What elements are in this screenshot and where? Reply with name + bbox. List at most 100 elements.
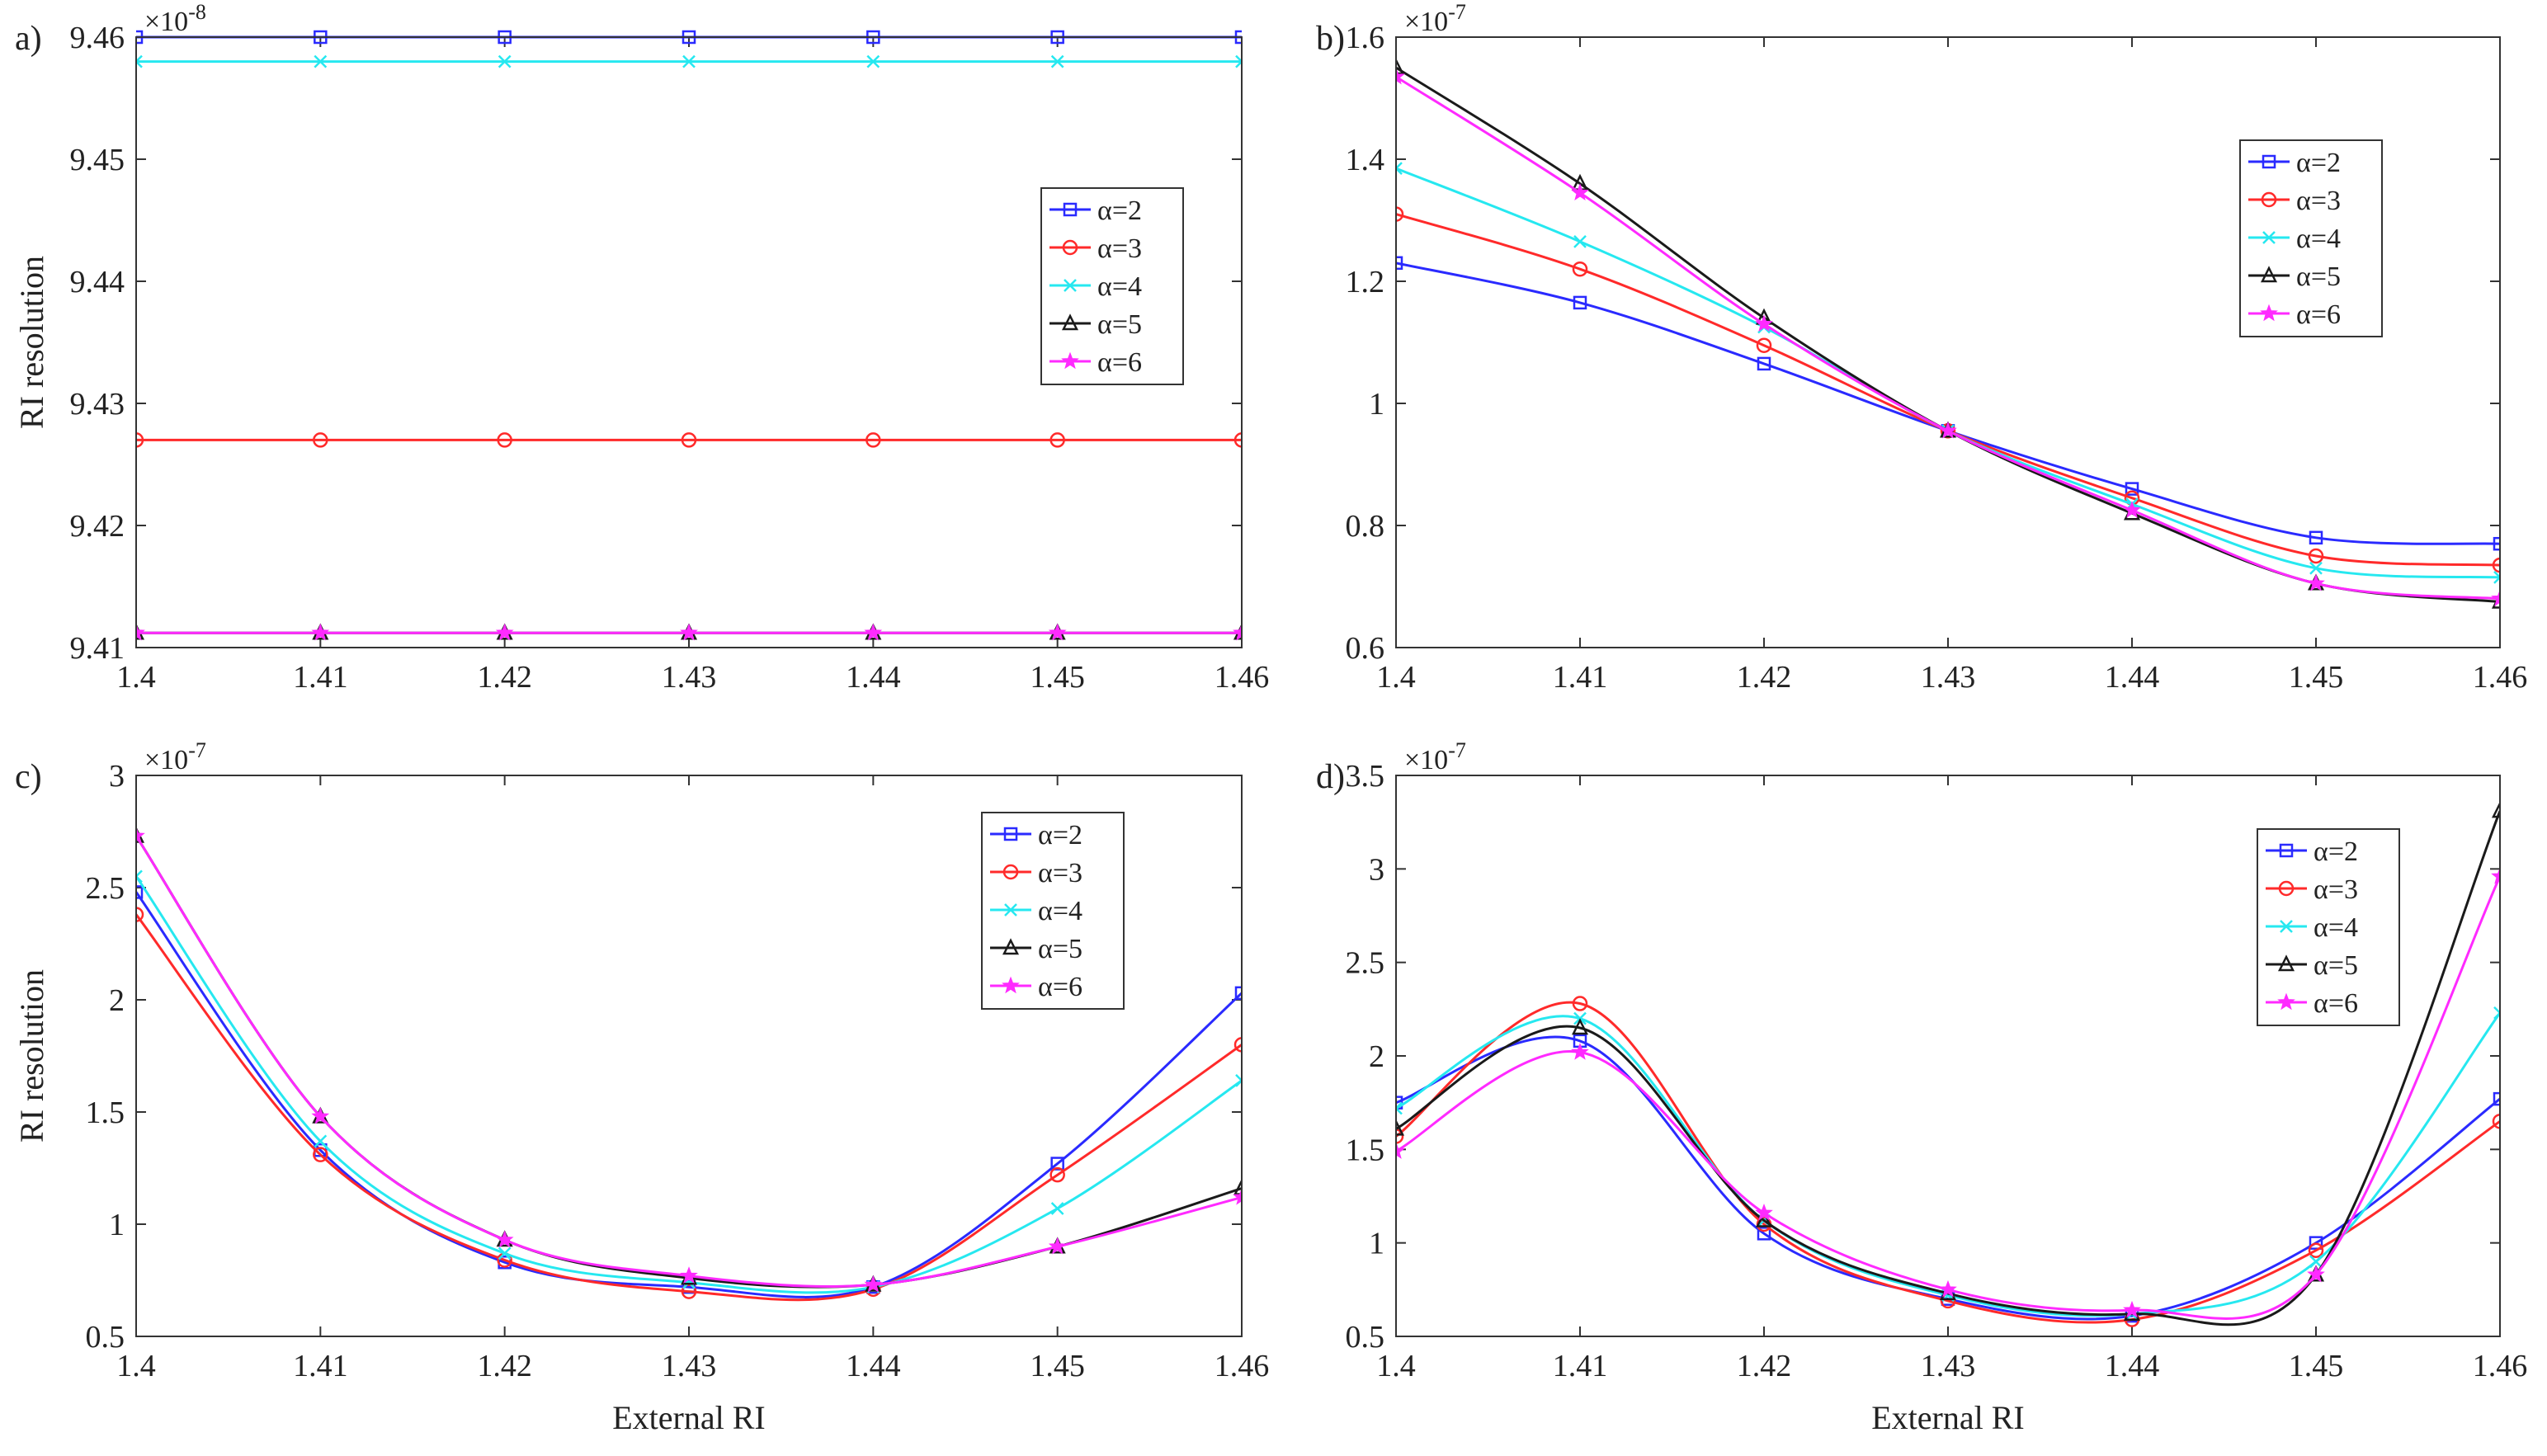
x-tick-label: 1.46: [1215, 660, 1270, 695]
data-point: [2309, 530, 2323, 545]
legend-label: α=6: [1038, 972, 1082, 1002]
legend-marker: [2261, 191, 2277, 208]
axis-multiplier: ×10-7: [144, 738, 206, 775]
data-point: [1049, 432, 1065, 448]
legend-marker: [1062, 239, 1078, 256]
legend-item: α=2: [1049, 196, 1142, 226]
data-point: [1572, 996, 1588, 1011]
data-point: [681, 432, 697, 448]
legend-label: α=6: [1097, 347, 1142, 378]
axes-frame: [1395, 775, 2501, 1337]
data-point: [2308, 1242, 2324, 1258]
series-6: [136, 623, 1242, 641]
series-6: [136, 826, 1242, 1293]
y-tick-label: 0.5: [86, 1320, 125, 1355]
legend-marker: [1061, 351, 1079, 370]
data-point: [313, 432, 328, 448]
y-tick-label: 9.46: [70, 21, 125, 55]
data-point: [2492, 557, 2500, 573]
data-point: [2491, 801, 2500, 818]
legend-item: α=4: [2266, 912, 2358, 943]
data-point: [1396, 256, 1403, 271]
x-tick-label: 1.45: [1030, 1349, 1085, 1383]
x-tick-label: 1.41: [293, 660, 348, 695]
data-point: [2491, 866, 2500, 884]
legend-item: α=4: [1049, 271, 1142, 302]
legend-marker: [1002, 976, 1020, 994]
legend-marker: [2277, 992, 2295, 1011]
multiplier-text: ×10: [144, 745, 188, 775]
x-tick-label: 1.41: [293, 1349, 348, 1383]
data-point: [1233, 1037, 1242, 1053]
data-point: [2491, 589, 2500, 607]
data-point: [2493, 1006, 2500, 1020]
x-tick-label: 1.43: [1921, 1349, 1976, 1383]
x-tick-label: 1.43: [662, 1349, 717, 1383]
data-point: [864, 623, 883, 641]
data-point: [1571, 183, 1589, 200]
y-tick-label: 2: [1369, 1039, 1384, 1074]
legend: α=2 α=3 α=4 α=5 α=6: [2257, 828, 2400, 1026]
legend-item: α=5: [1049, 309, 1142, 340]
multiplier-text: ×10: [144, 7, 188, 37]
legend-marker: [1002, 864, 1019, 880]
y-tick-label: 9.41: [70, 631, 125, 666]
data-point: [136, 869, 143, 883]
data-point: [2309, 1236, 2323, 1250]
data-point: [2308, 548, 2324, 564]
data-point: [2309, 1255, 2323, 1269]
plot-area: [1396, 37, 2500, 648]
x-tick-label: 1.42: [1737, 1349, 1792, 1383]
panel-d: 1.4 1.41 1.42 1.43 1.44 1.45 1.46 0.5 1 1.5 2 2.5 3 3…: [1316, 738, 2527, 1436]
legend-item: α=6: [2248, 299, 2341, 330]
x-tick-label: 1.43: [662, 660, 717, 695]
y-tick-label: 9.43: [70, 387, 125, 422]
x-tick-label: 1.46: [2473, 660, 2528, 695]
legend-marker: [2278, 880, 2295, 897]
multiplier-text: ×10: [1404, 745, 1448, 775]
legend-label: α=2: [2296, 148, 2341, 178]
data-point: [136, 907, 144, 922]
data-point: [1234, 986, 1242, 1001]
legend-label: α=2: [1038, 820, 1082, 851]
data-point: [1755, 1203, 1773, 1221]
y-tick-label: 3: [109, 759, 125, 794]
legend-marker: [1063, 202, 1078, 217]
legend-label: α=4: [2296, 224, 2341, 254]
axis-multiplier: ×10-7: [1404, 738, 1466, 775]
data-point: [136, 432, 144, 448]
data-point: [1396, 67, 1405, 85]
y-tick-label: 0.5: [1346, 1320, 1385, 1355]
legend-marker: [2279, 843, 2294, 858]
data-point: [1396, 206, 1404, 222]
data-point: [2123, 1300, 2141, 1318]
data-point: [2493, 536, 2500, 551]
data-point: [1048, 623, 1067, 641]
data-point: [1755, 1210, 1773, 1227]
x-tick-label: 1.45: [1030, 660, 1085, 695]
axis-multiplier: ×10-8: [144, 0, 206, 37]
series-line: [1396, 1001, 2500, 1324]
x-tick-label: 1.44: [2105, 1349, 2160, 1383]
data-point: [1233, 432, 1242, 448]
axis-multiplier: ×10-7: [1404, 0, 1466, 37]
data-point: [1396, 1142, 1405, 1159]
x-tick-label: 1.41: [1553, 1349, 1608, 1383]
x-tick-label: 1.44: [846, 1349, 901, 1383]
legend-label: α=5: [2296, 262, 2341, 292]
panel-label: b): [1316, 20, 1345, 58]
y-axis-label: RI resolution: [13, 969, 50, 1143]
legend-label: α=3: [2314, 874, 2358, 905]
data-point: [1572, 261, 1588, 277]
series-6: [1396, 67, 2500, 607]
data-point: [1048, 1237, 1067, 1255]
data-point: [682, 54, 696, 68]
data-point: [495, 623, 514, 641]
data-point: [866, 54, 880, 68]
data-point: [1050, 1202, 1064, 1215]
legend-item: α=5: [2248, 262, 2341, 292]
y-tick-label: 1.5: [1346, 1133, 1385, 1167]
legend: α=2 α=3 α=4 α=5 α=6: [981, 812, 1125, 1010]
y-tick-label: 0.6: [1346, 631, 1385, 666]
exponent-text: -7: [1448, 0, 1466, 24]
